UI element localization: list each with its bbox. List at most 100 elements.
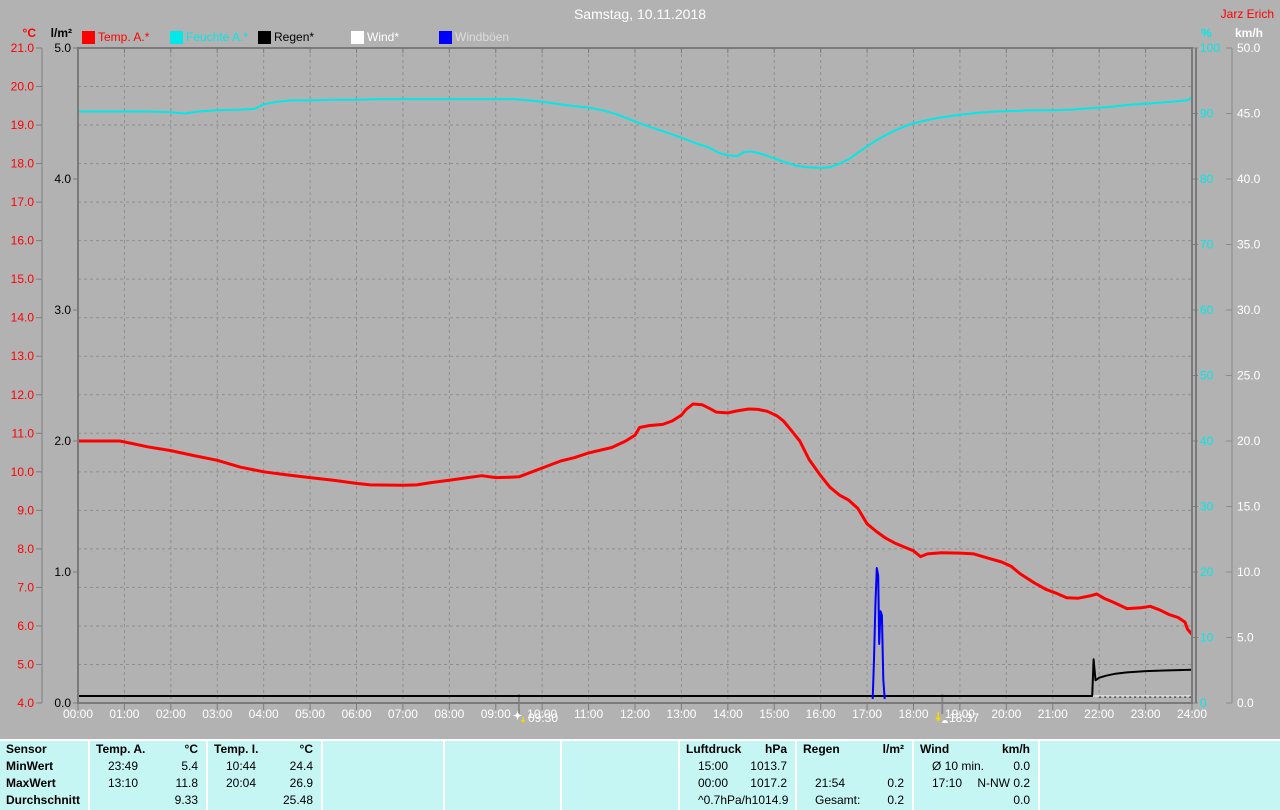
cell-left (1046, 775, 1058, 792)
x-axis-label: 10:00 (527, 707, 557, 721)
cell-right: 1014.9 (751, 793, 789, 807)
table-column-5 (560, 741, 678, 810)
station-name: Jarz Erich (1220, 7, 1274, 21)
rain-axis-label: 4.0 (54, 172, 71, 186)
cell-left: 15:00 (698, 759, 729, 773)
wind-axis-label: 35.0 (1237, 238, 1261, 252)
table-row: 17:10 N-NW 0.2 (914, 775, 1038, 792)
cell-left: Luftdruck (686, 742, 742, 756)
humidity-axis-label: 0 (1200, 696, 1207, 710)
x-axis-label: 14:00 (713, 707, 743, 721)
left-axis-unit-rain: l/m² (50, 26, 72, 40)
cell-right: N-NW 0.2 (977, 776, 1030, 790)
humidity-axis-label: 10 (1200, 631, 1214, 645)
x-axis-label: 17:00 (852, 707, 882, 721)
table-row: 00:00 1017.2 (680, 775, 795, 792)
cell-left (568, 792, 580, 809)
cell-left: 00:00 (698, 776, 729, 790)
cell-right: l/m² (882, 742, 904, 756)
cell-right: 0.2 (887, 776, 904, 790)
x-axis-label: 12:00 (620, 707, 650, 721)
legend-label: Feuchte A.* (186, 30, 249, 44)
legend-label: Regen* (274, 30, 315, 44)
left-axis-unit-celsius: °C (22, 26, 36, 40)
temp-axis-label: 16.0 (11, 234, 35, 248)
cell-left: Temp. I. (214, 742, 259, 756)
table-row: 15:00 1013.7 (680, 758, 795, 775)
temp-axis-label: 14.0 (11, 311, 35, 325)
cell-left (803, 758, 815, 775)
x-axis-label: 23:00 (1131, 707, 1161, 721)
wind-axis-label: 0.0 (1237, 696, 1254, 710)
right-axis-unit-wind: km/h (1235, 26, 1264, 40)
cell-left: Sensor (6, 742, 47, 756)
cell-right: 0.0 (1013, 759, 1030, 773)
table-row (323, 758, 443, 775)
table-row: ^0.7hPa/h 1014.9 (680, 792, 795, 809)
cell-right: 26.9 (289, 776, 313, 790)
table-column-8: Wind km/h Ø 10 min. 0.0 17:10 N-NW 0.2 0.0 (912, 741, 1038, 810)
table-row: MinWert (0, 758, 88, 775)
sunset-icon (935, 712, 948, 723)
x-axis-label: 01:00 (109, 707, 139, 721)
cell-left: Durchschnitt (6, 793, 81, 807)
table-column-9 (1038, 741, 1280, 810)
legend-swatch (351, 30, 364, 44)
x-axis-label: 24:00 (1177, 707, 1207, 721)
cell-left (568, 775, 580, 792)
table-row (323, 775, 443, 792)
temp-axis-label: 18.0 (11, 157, 35, 171)
humidity-axis-label: 100 (1200, 41, 1220, 55)
table-column-3 (321, 741, 443, 810)
sunset-time: 18:37 (949, 711, 980, 725)
cell-left (329, 758, 341, 775)
legend-item-5: Windböen (439, 30, 509, 44)
cell-left (1046, 792, 1058, 809)
table-column-4 (443, 741, 560, 810)
humidity-axis-label: 90 (1200, 107, 1214, 121)
table-row: MaxWert (0, 775, 88, 792)
temp-axis-label: 19.0 (11, 118, 35, 132)
table-header-row (323, 741, 443, 758)
legend-item-1: Temp. A.* (82, 30, 149, 44)
cell-right: 1013.7 (750, 759, 787, 773)
x-axis-label: 22:00 (1084, 707, 1114, 721)
temp-axis-label: 6.0 (17, 619, 34, 633)
rain-axis-label: 0.0 (54, 696, 71, 710)
cell-right: °C (299, 742, 313, 756)
wind-axis-label: 10.0 (1237, 565, 1261, 579)
cell-left (920, 792, 932, 809)
table-row: 21:54 0.2 (797, 775, 912, 792)
cell-left: 13:10 (108, 776, 139, 790)
cell-right: 5.4 (181, 759, 198, 773)
humidity-axis-label: 70 (1200, 238, 1214, 252)
cell-left: 21:54 (815, 776, 846, 790)
table-row (323, 792, 443, 809)
table-header-row: Luftdruck hPa (680, 741, 795, 758)
summary-table: Sensor MinWert MaxWert Durchschnitt Temp. A.… (0, 739, 1280, 810)
table-row (562, 792, 678, 809)
x-axis-label: 15:00 (759, 707, 789, 721)
legend-label: Wind* (367, 30, 400, 44)
temp-axis-label: 9.0 (17, 503, 34, 517)
temp-axis-label: 5.0 (17, 657, 34, 671)
humidity-axis-label: 60 (1200, 303, 1214, 317)
table-row (1040, 758, 1280, 775)
cell-left (451, 758, 463, 775)
series-temp-a- (78, 402, 1194, 636)
legend-swatch (258, 30, 271, 44)
plot-border (77, 47, 1193, 704)
x-axis-label: 13:00 (666, 707, 696, 721)
table-header-row: Temp. A. °C (90, 741, 206, 758)
temp-axis-label: 11.0 (12, 426, 35, 440)
sunset-marker: 18:37 (934, 711, 979, 725)
table-column-2: Temp. I. °C 10:44 24.4 20:04 26.9 25.48 (206, 741, 321, 810)
wind-axis-label: 45.0 (1237, 107, 1261, 121)
cell-left: 10:44 (226, 759, 257, 773)
table-header-row: Temp. I. °C (208, 741, 321, 758)
cell-left (568, 758, 580, 775)
sunrise-marker: 09:30 (513, 711, 558, 725)
sunrise-icon (513, 711, 526, 723)
cell-right: 0.0 (1013, 793, 1030, 807)
